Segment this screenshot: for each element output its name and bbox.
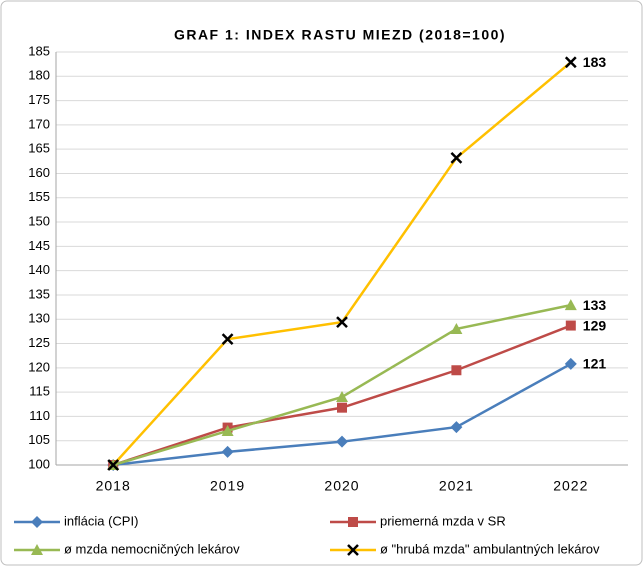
- legend-label: priemerná mzda v SR: [380, 513, 506, 528]
- marker: [107, 459, 120, 471]
- marker: [347, 544, 359, 556]
- y-tick-label: 185: [28, 43, 50, 58]
- y-tick-label: 120: [28, 359, 50, 374]
- marker: [450, 152, 463, 164]
- y-tick-label: 140: [28, 262, 50, 277]
- y-tick-label: 160: [28, 165, 50, 180]
- marker: [565, 320, 576, 331]
- y-tick-label: 175: [28, 92, 50, 107]
- marker: [31, 516, 43, 528]
- y-tick-label: 165: [28, 141, 50, 156]
- y-tick-label: 130: [28, 311, 50, 326]
- marker: [336, 390, 348, 402]
- marker: [564, 299, 577, 311]
- x-tick-label: 2022: [553, 478, 588, 494]
- marker: [337, 402, 347, 413]
- value-label: 129: [583, 317, 607, 333]
- marker: [336, 316, 348, 329]
- y-tick-label: 125: [28, 335, 50, 350]
- marker: [221, 445, 234, 458]
- value-label: 121: [583, 356, 607, 372]
- y-tick-label: 110: [29, 408, 50, 423]
- marker: [450, 322, 463, 334]
- y-tick-label: 105: [28, 432, 50, 447]
- x-tick-label: 2021: [439, 478, 474, 494]
- y-tick-label: 180: [28, 68, 50, 83]
- x-tick-label: 2019: [210, 478, 245, 494]
- marker: [221, 424, 234, 436]
- y-tick-label: 150: [28, 213, 50, 228]
- marker: [336, 435, 348, 448]
- y-tick-label: 135: [28, 286, 50, 301]
- marker: [348, 517, 358, 527]
- marker: [221, 333, 234, 346]
- legend-label: ø "hrubá mzda" ambulantných lekárov: [380, 541, 600, 556]
- y-tick-label: 115: [29, 384, 50, 399]
- value-label: 133: [583, 297, 607, 313]
- x-tick-label: 2020: [324, 478, 359, 494]
- y-tick-label: 145: [28, 238, 50, 253]
- y-tick-label: 100: [28, 456, 50, 471]
- x-tick-label: 2018: [96, 478, 131, 494]
- marker: [564, 56, 577, 69]
- legend-label: inflácia (CPI): [64, 513, 138, 528]
- marker: [450, 421, 463, 434]
- marker: [451, 365, 462, 376]
- legend-label: ø mzda nemocničných lekárov: [64, 541, 240, 556]
- chart-title: GRAF 1: INDEX RASTU MIEZD (2018=100): [174, 27, 506, 43]
- marker: [564, 357, 577, 370]
- y-tick-label: 170: [28, 116, 50, 131]
- value-label: 183: [583, 54, 607, 70]
- y-tick-label: 155: [28, 189, 50, 204]
- marker: [31, 544, 43, 555]
